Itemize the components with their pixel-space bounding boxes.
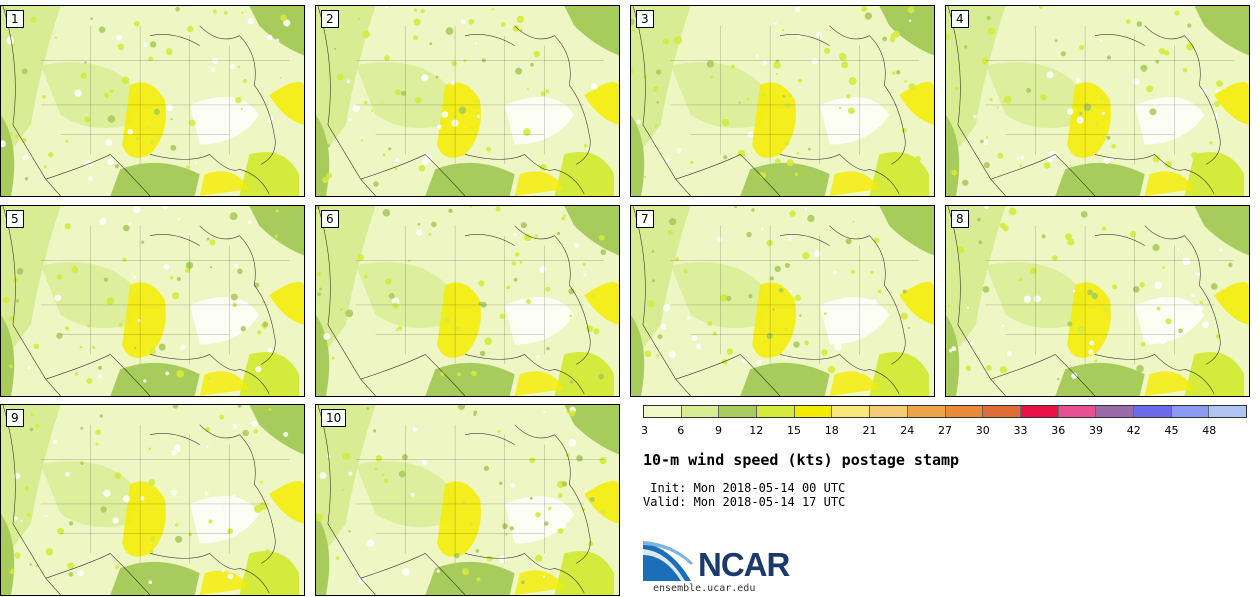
colorbar-segment xyxy=(794,406,833,417)
colorbar-segment xyxy=(1133,406,1172,417)
member-number-label: 6 xyxy=(321,210,339,228)
member-number-label: 4 xyxy=(951,10,969,28)
colorbar-segment xyxy=(945,406,984,417)
map-panel: 8 xyxy=(945,205,1250,397)
colorbar-tick: 18 xyxy=(824,424,839,437)
map-panel: 5 xyxy=(0,205,305,397)
colorbar-tick: 12 xyxy=(749,424,764,437)
ncar-logo-text: NCAR xyxy=(698,546,790,583)
map-panel: 1 xyxy=(0,5,305,197)
member-number-label: 5 xyxy=(6,210,24,228)
member-number-label: 10 xyxy=(321,409,347,427)
valid-time: Valid: Mon 2018-05-14 17 UTC xyxy=(643,495,846,509)
colorbar-tick: 15 xyxy=(787,424,801,437)
colorbar-segment xyxy=(983,406,1021,417)
colorbar-tick: 33 xyxy=(1013,424,1028,437)
figure-title: 10-m wind speed (kts) postage stamp xyxy=(643,451,960,469)
colorbar-tick: 21 xyxy=(862,424,877,437)
website-url: ensemble.ucar.edu xyxy=(653,583,756,594)
map-panel: 10 xyxy=(315,404,620,596)
colorbar-segment xyxy=(1171,406,1210,417)
member-number-label: 8 xyxy=(951,210,969,228)
colorbar-tick: 24 xyxy=(900,424,915,437)
colorbar-tick-labels: 3 6 9 12 15 18 21 24 27 30 33 36 39 42 45 48 xyxy=(641,424,1247,438)
colorbar-tick: 27 xyxy=(938,424,952,437)
member-number-label: 9 xyxy=(6,409,24,427)
colorbar-segment xyxy=(1058,406,1097,417)
colorbar-tick: 45 xyxy=(1164,424,1179,437)
member-number-label: 7 xyxy=(636,210,654,228)
init-time: Init: Mon 2018-05-14 00 UTC xyxy=(643,481,846,495)
colorbar-segment xyxy=(1096,406,1134,417)
colorbar-segment xyxy=(832,406,871,417)
map-panel: 9 xyxy=(0,404,305,596)
ncar-logo-icon xyxy=(643,541,693,581)
map-panel: 7 xyxy=(630,205,935,397)
colorbar-tick: 9 xyxy=(715,424,722,437)
colorbar-segment xyxy=(1020,406,1059,417)
colorbar-segment xyxy=(757,406,795,417)
colorbar-segment xyxy=(870,406,908,417)
colorbar-tick: 3 xyxy=(641,424,648,437)
map-panel: 4 xyxy=(945,5,1250,197)
member-number-label: 3 xyxy=(636,10,654,28)
map-panel: 6 xyxy=(315,205,620,397)
member-number-label: 2 xyxy=(321,10,339,28)
map-panel: 3 xyxy=(630,5,935,197)
colorbar-tick: 42 xyxy=(1126,424,1141,437)
map-panel: 2 xyxy=(315,5,620,197)
colorbar-segment xyxy=(681,406,720,417)
member-number-label: 1 xyxy=(6,10,24,28)
colorbar-tick: 30 xyxy=(975,424,990,437)
wind-speed-colorbar xyxy=(643,405,1247,418)
colorbar-tick: 48 xyxy=(1202,424,1217,437)
colorbar-segment xyxy=(907,406,946,417)
colorbar-segment xyxy=(1209,406,1246,417)
colorbar-segment xyxy=(644,406,682,417)
colorbar-tick: 6 xyxy=(677,424,685,437)
colorbar-tick: 39 xyxy=(1089,424,1103,437)
colorbar-segment xyxy=(719,406,758,417)
colorbar-tick: 36 xyxy=(1051,424,1066,437)
